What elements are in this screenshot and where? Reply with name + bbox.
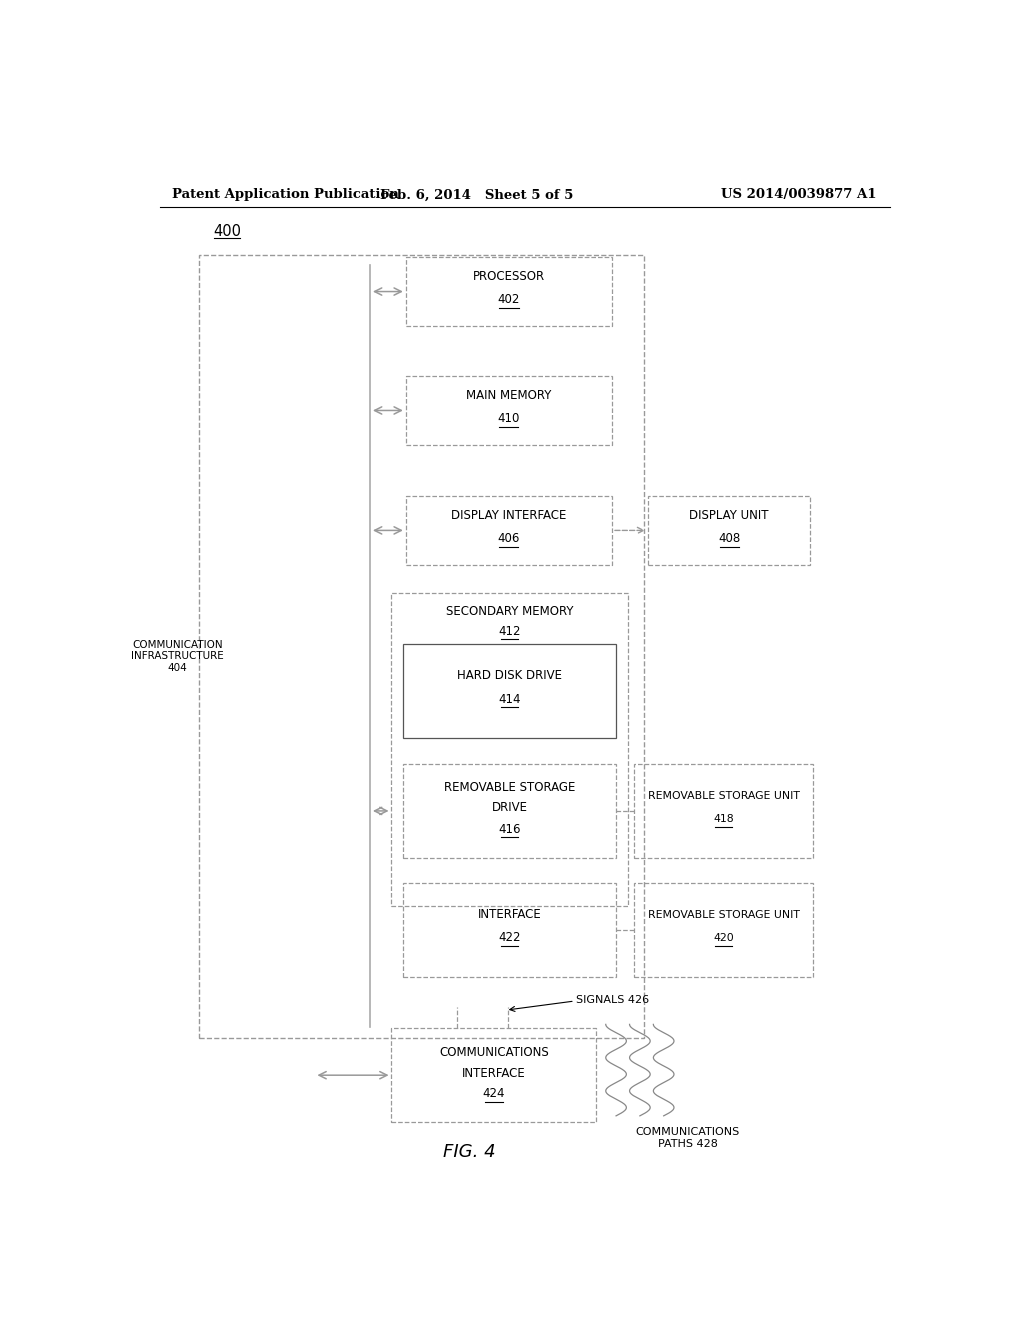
Bar: [403, 644, 616, 738]
Text: Patent Application Publication: Patent Application Publication: [172, 189, 398, 202]
Text: 416: 416: [499, 822, 521, 836]
Bar: [403, 764, 616, 858]
Text: FIG. 4: FIG. 4: [443, 1143, 496, 1162]
Bar: [406, 496, 612, 565]
Text: 408: 408: [718, 532, 740, 545]
Text: 402: 402: [498, 293, 520, 306]
Text: US 2014/0039877 A1: US 2014/0039877 A1: [721, 189, 877, 202]
Text: DRIVE: DRIVE: [492, 801, 527, 814]
Text: REMOVABLE STORAGE UNIT: REMOVABLE STORAGE UNIT: [647, 909, 800, 920]
Text: 410: 410: [498, 412, 520, 425]
Text: 420: 420: [714, 933, 734, 942]
Text: 424: 424: [482, 1086, 505, 1100]
Text: 418: 418: [714, 814, 734, 824]
Bar: [634, 883, 813, 977]
Text: COMMUNICATIONS: COMMUNICATIONS: [439, 1047, 549, 1060]
Text: 400: 400: [213, 224, 242, 239]
Text: HARD DISK DRIVE: HARD DISK DRIVE: [458, 669, 562, 682]
Bar: [403, 883, 616, 977]
Bar: [634, 764, 813, 858]
Text: Feb. 6, 2014   Sheet 5 of 5: Feb. 6, 2014 Sheet 5 of 5: [381, 189, 573, 202]
Bar: [200, 255, 644, 1038]
Text: DISPLAY UNIT: DISPLAY UNIT: [689, 508, 769, 521]
Bar: [391, 1028, 596, 1122]
Text: PROCESSOR: PROCESSOR: [473, 269, 545, 282]
Bar: [406, 376, 612, 445]
Text: DISPLAY INTERFACE: DISPLAY INTERFACE: [452, 508, 566, 521]
Text: 422: 422: [499, 932, 521, 945]
Bar: [391, 594, 628, 907]
Text: 412: 412: [499, 624, 521, 638]
Bar: [648, 496, 811, 565]
Text: SECONDARY MEMORY: SECONDARY MEMORY: [446, 605, 573, 618]
Text: SIGNALS 426: SIGNALS 426: [577, 995, 649, 1005]
Text: INTERFACE: INTERFACE: [478, 908, 542, 921]
Text: REMOVABLE STORAGE: REMOVABLE STORAGE: [444, 781, 575, 795]
Text: REMOVABLE STORAGE UNIT: REMOVABLE STORAGE UNIT: [647, 791, 800, 801]
Text: 414: 414: [499, 693, 521, 706]
Text: INTERFACE: INTERFACE: [462, 1067, 525, 1080]
Text: COMMUNICATIONS
PATHS 428: COMMUNICATIONS PATHS 428: [635, 1127, 739, 1148]
Bar: [406, 257, 612, 326]
Text: MAIN MEMORY: MAIN MEMORY: [466, 388, 552, 401]
Text: COMMUNICATION
INFRASTRUCTURE
404: COMMUNICATION INFRASTRUCTURE 404: [131, 640, 223, 673]
Text: 406: 406: [498, 532, 520, 545]
